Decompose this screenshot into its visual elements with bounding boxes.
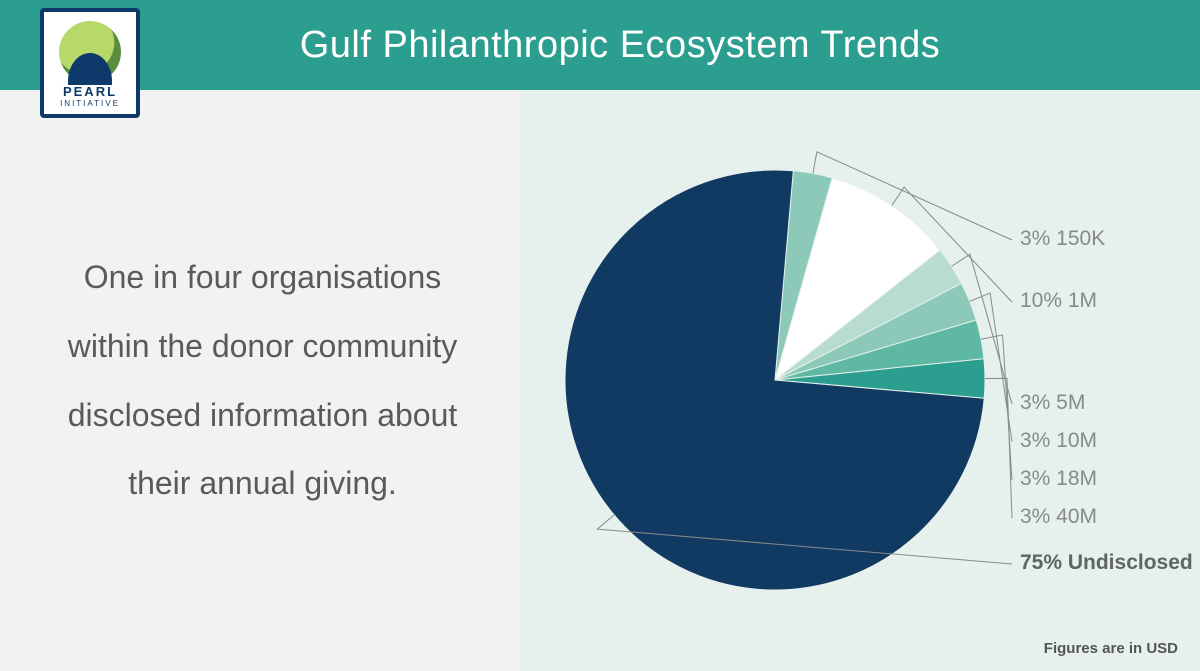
left-panel: One in four organisations within the don… [0,90,520,671]
logo-line1: PEARL [63,85,117,99]
page-title: Gulf Philanthropic Ecosystem Trends [140,24,1200,67]
blurb-text: One in four organisations within the don… [55,243,470,518]
arch-icon [68,53,112,85]
right-panel: 3% 150K 10% 1M 3% 5M 3% 10M 3% 18M 3% 40M 75% … [520,90,1200,671]
pie-chart [555,160,995,600]
pearl-logo: PEARL INITIATIVE [40,8,140,118]
pie-label: 3% 40M [1020,505,1097,529]
globe-icon [59,21,121,83]
footnote: Figures are in USD [1044,640,1178,657]
pie-labels: 3% 150K 10% 1M 3% 5M 3% 10M 3% 18M 3% 40M 75% … [1020,90,1190,671]
pie-label: 3% 18M [1020,467,1097,491]
pie-label: 3% 150K [1020,227,1105,251]
logo-line2: INITIATIVE [60,99,120,108]
pie-label: 3% 5M [1020,391,1085,415]
pie-svg [555,160,995,600]
pie-label: 10% 1M [1020,289,1097,313]
pie-label: 3% 10M [1020,429,1097,453]
header-bar: PEARL INITIATIVE Gulf Philanthropic Ecos… [0,0,1200,90]
pie-label: 75% Undisclosed [1020,551,1193,575]
body: One in four organisations within the don… [0,90,1200,671]
